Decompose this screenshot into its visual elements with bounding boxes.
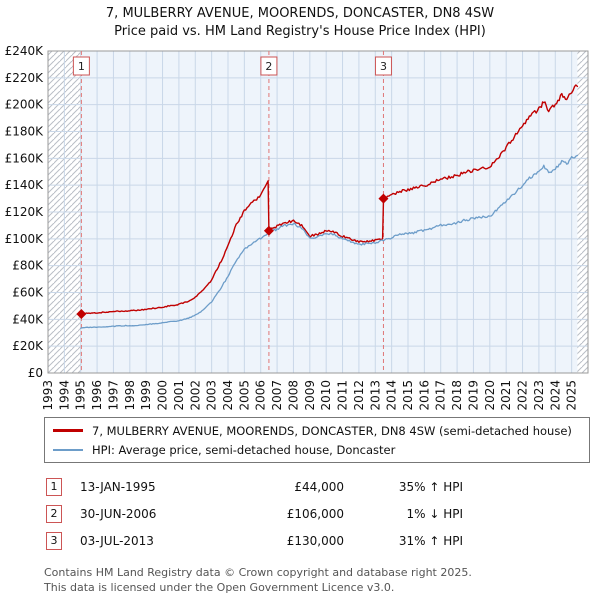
license-footer: Contains HM Land Registry data © Crown c…: [44, 566, 600, 596]
svg-text:2014: 2014: [385, 380, 399, 411]
svg-text:£220K: £220K: [5, 71, 45, 85]
sale-price: £106,000: [286, 506, 344, 521]
sale-number-flags: 1 2 3: [72, 56, 392, 76]
red-line-swatch: [53, 429, 83, 433]
svg-text:1993: 1993: [41, 380, 55, 411]
svg-text:2001: 2001: [172, 380, 186, 411]
chart-series-lines: [80, 84, 579, 330]
legend-item-hpi: HPI: Average price, semi-detached house,…: [53, 440, 581, 459]
chart-gridlines: [47, 50, 589, 374]
svg-text:1998: 1998: [123, 380, 137, 411]
svg-text:2016: 2016: [417, 380, 431, 411]
blue-line-swatch: [53, 448, 83, 451]
svg-text:2004: 2004: [221, 380, 235, 411]
chart-header: 7, MULBERRY AVENUE, MOORENDS, DONCASTER,…: [0, 0, 600, 41]
legend-item-property: 7, MULBERRY AVENUE, MOORENDS, DONCASTER,…: [53, 421, 581, 440]
svg-text:2023: 2023: [532, 380, 546, 411]
svg-text:2019: 2019: [466, 380, 480, 411]
sale-number-badge: 2: [46, 504, 62, 523]
svg-text:£180K: £180K: [5, 125, 45, 139]
page-subtitle: Price paid vs. HM Land Registry's House …: [114, 24, 486, 40]
svg-text:2017: 2017: [434, 380, 448, 411]
svg-text:£20K: £20K: [12, 340, 44, 354]
svg-text:2024: 2024: [548, 380, 562, 411]
x-axis-labels: 1993 1994 1995 1996 1997 1998 1999 2000 2001 2002…: [41, 380, 579, 411]
svg-text:2008: 2008: [286, 380, 300, 411]
svg-text:£40K: £40K: [12, 313, 44, 327]
sale-number-badge: 1: [46, 477, 62, 496]
svg-text:£140K: £140K: [5, 179, 45, 193]
svg-text:2000: 2000: [156, 380, 170, 411]
table-row: 1 13-JAN-1995 £44,000 35% ↑ HPI: [46, 473, 600, 500]
svg-text:2022: 2022: [516, 380, 530, 411]
svg-text:2011: 2011: [336, 380, 350, 411]
legend-property-label: 7, MULBERRY AVENUE, MOORENDS, DONCASTER,…: [92, 423, 572, 438]
svg-text:1997: 1997: [106, 380, 120, 411]
svg-text:£0: £0: [28, 366, 43, 380]
svg-text:£240K: £240K: [5, 44, 45, 58]
svg-text:£60K: £60K: [12, 286, 44, 300]
svg-text:2012: 2012: [352, 380, 366, 411]
footer-line-copyright: Contains HM Land Registry data © Crown c…: [44, 566, 472, 580]
sale-number-badge: 3: [46, 531, 62, 550]
svg-text:2007: 2007: [270, 380, 284, 411]
sale-date: 30-JUN-2006: [80, 506, 157, 521]
svg-text:£80K: £80K: [12, 259, 44, 273]
footer-line-license: This data is licensed under the Open Gov…: [44, 581, 395, 595]
sale-hpi-delta: 1% ↓ HPI: [406, 506, 463, 521]
svg-text:£200K: £200K: [5, 98, 45, 112]
legend-hpi-label: HPI: Average price, semi-detached house,…: [92, 442, 396, 457]
svg-text:1999: 1999: [139, 380, 153, 411]
sale-price: £130,000: [286, 533, 344, 548]
svg-text:£160K: £160K: [5, 152, 45, 166]
table-row: 2 30-JUN-2006 £106,000 1% ↓ HPI: [46, 500, 600, 527]
svg-text:2010: 2010: [319, 380, 333, 411]
sale-hpi-delta: 35% ↑ HPI: [398, 479, 463, 494]
sale-date: 13-JAN-1995: [80, 479, 156, 494]
svg-text:2025: 2025: [565, 380, 579, 411]
svg-text:2006: 2006: [254, 380, 268, 411]
y-axis-labels: £0 £20K £40K £60K £80K £100K £120K £140K £160K £1…: [5, 44, 45, 380]
svg-text:2013: 2013: [368, 380, 382, 411]
sale-hpi-delta: 31% ↑ HPI: [398, 533, 463, 548]
page-title: 7, MULBERRY AVENUE, MOORENDS, DONCASTER,…: [105, 6, 495, 21]
svg-text:1994: 1994: [57, 380, 71, 411]
svg-text:2003: 2003: [205, 380, 219, 411]
svg-text:£100K: £100K: [5, 232, 45, 246]
svg-text:2: 2: [265, 60, 272, 73]
sale-point-markers: [76, 193, 389, 320]
svg-text:2015: 2015: [401, 380, 415, 411]
svg-text:2020: 2020: [483, 380, 497, 411]
svg-text:2002: 2002: [188, 380, 202, 411]
svg-text:1996: 1996: [90, 380, 104, 411]
svg-text:2005: 2005: [237, 380, 251, 411]
svg-text:2009: 2009: [303, 380, 317, 411]
svg-text:1: 1: [78, 60, 85, 73]
sale-date: 03-JUL-2013: [80, 533, 154, 548]
sale-price: £44,000: [294, 479, 344, 494]
table-row: 3 03-JUL-2013 £130,000 31% ↑ HPI: [46, 527, 600, 554]
svg-text:2021: 2021: [499, 380, 513, 411]
sales-table: 1 13-JAN-1995 £44,000 35% ↑ HPI 2 30-JUN…: [46, 473, 600, 554]
svg-text:2018: 2018: [450, 380, 464, 411]
svg-text:3: 3: [380, 60, 387, 73]
chart-legend: 7, MULBERRY AVENUE, MOORENDS, DONCASTER,…: [44, 417, 590, 464]
svg-text:£120K: £120K: [5, 205, 45, 219]
svg-text:1995: 1995: [74, 380, 88, 411]
price-chart: 1 2 3 £0 £20K £40K £60K £80K £100K £120K £140K £16…: [5, 44, 589, 411]
